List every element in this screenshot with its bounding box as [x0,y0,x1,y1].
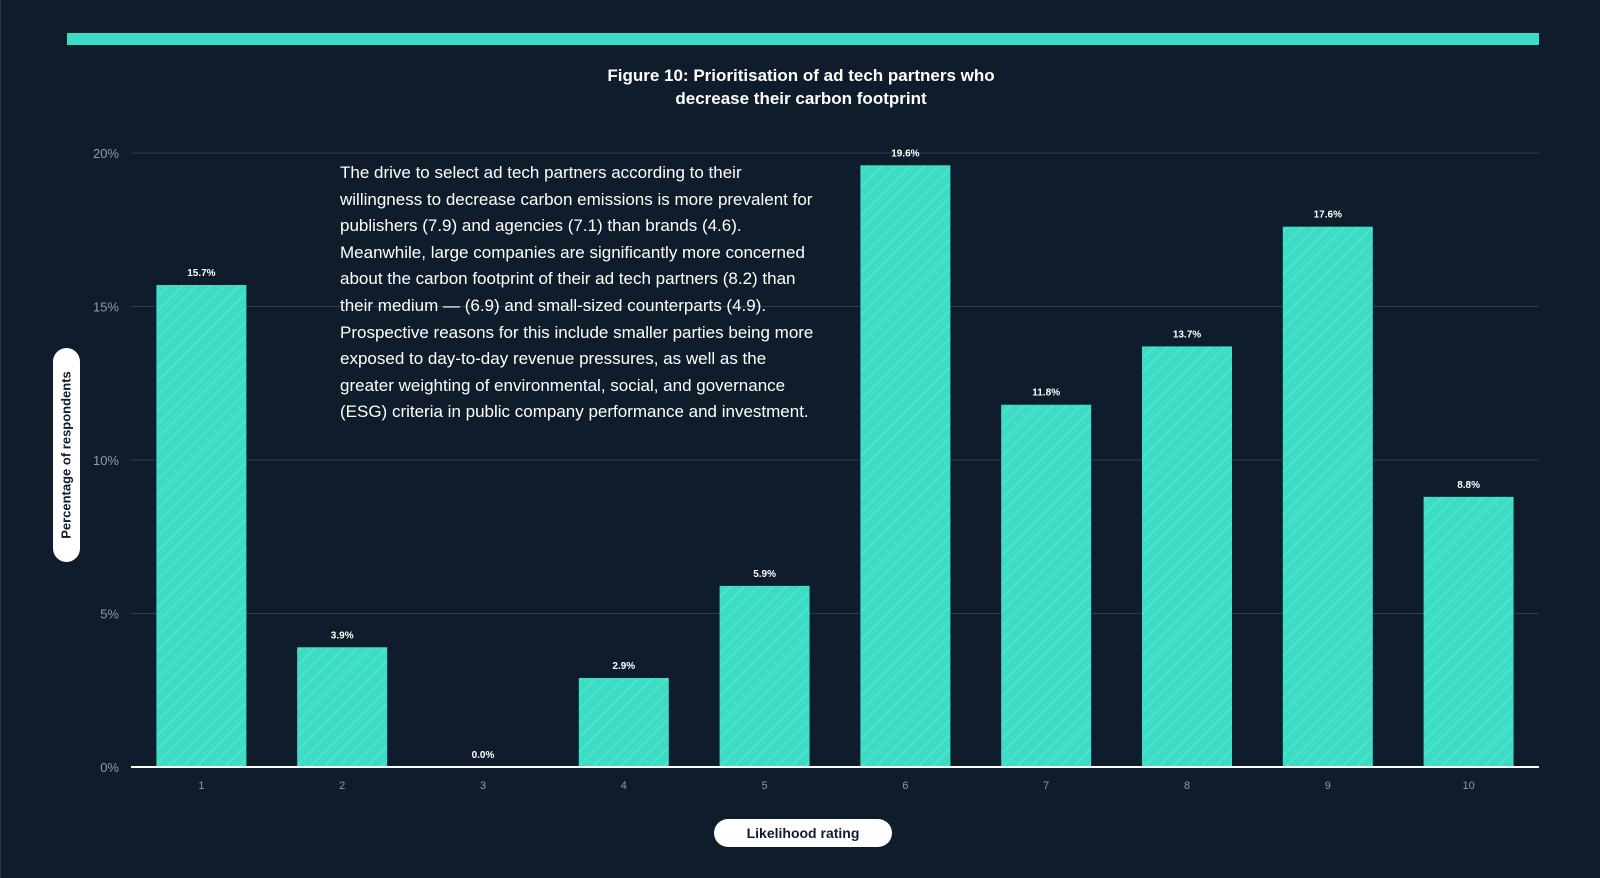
bar-value-label: 0.0% [472,750,495,761]
y-axis-label-pill [53,348,80,562]
x-tick-label: 8 [1184,780,1190,792]
x-tick-label: 10 [1462,780,1474,792]
y-tick-label: 5% [100,607,119,622]
bar-value-label: 8.8% [1457,480,1480,491]
y-tick-label: 15% [93,300,119,315]
bar-value-label: 17.6% [1314,210,1342,221]
y-tick-label: 20% [93,146,119,161]
y-tick-label: 10% [93,453,119,468]
bar-value-label: 13.7% [1173,329,1201,340]
bar-value-label: 3.9% [331,630,354,641]
chart-annotation: The drive to select ad tech partners acc… [340,163,814,422]
chart-title-line-1: Prioritisation of ad tech partners who [693,66,995,85]
bar [1142,346,1232,767]
x-tick-label: 9 [1325,780,1331,792]
x-tick-label: 5 [762,780,768,792]
accent-bar [67,33,1539,45]
bar [156,285,247,767]
x-tick-label: 6 [902,780,908,792]
chart-title-prefix: Figure 10: [607,66,689,85]
bar [860,165,951,767]
x-tick-label: 2 [339,780,345,792]
chart-title-line-2: decrease their carbon footprint [675,89,927,108]
y-axis-label: Percentage of respondents [58,371,74,539]
bar [1282,226,1373,767]
x-tick-label: 7 [1043,780,1049,792]
y-tick-label: 0% [100,760,119,775]
bar-value-label: 2.9% [612,661,635,672]
bar [1423,496,1514,767]
x-tick-label: 4 [621,780,627,792]
x-axis-label: Likelihood rating [714,819,892,847]
x-tick-label: 1 [198,780,204,792]
bar-value-label: 5.9% [753,569,776,580]
bar [1001,404,1092,767]
chart-title: Figure 10: Prioritisation of ad tech par… [401,64,1201,110]
bar-value-label: 15.7% [187,268,215,279]
bar [719,585,810,767]
bar-value-label: 11.8% [1032,388,1060,399]
x-tick-label: 3 [480,780,486,792]
bar-value-label: 19.6% [891,148,919,159]
bar [578,677,669,767]
bar [297,647,388,767]
